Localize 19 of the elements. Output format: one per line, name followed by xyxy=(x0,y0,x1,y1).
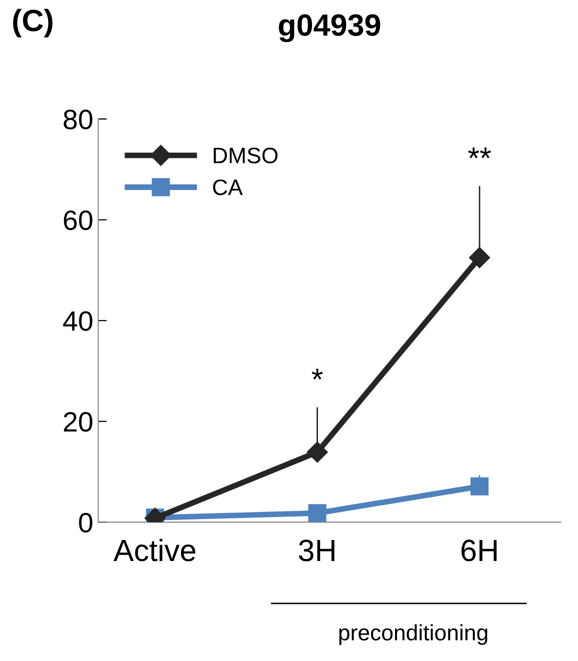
y-tick-label: 80 xyxy=(64,110,92,130)
x-tick-label: 6H xyxy=(462,540,497,562)
text: preconditioning xyxy=(339,624,488,645)
text: (C) xyxy=(13,8,52,38)
x-tick-label: 3H xyxy=(298,540,334,562)
chart-title: g04939 xyxy=(278,14,380,42)
y-tick-label: 60 xyxy=(64,210,92,230)
point xyxy=(306,442,328,463)
point xyxy=(469,247,490,268)
y-tick-label: 0 xyxy=(79,512,92,533)
y-tick-label: 20 xyxy=(64,412,92,432)
legend-label: CA xyxy=(213,179,243,196)
y-tick-label: 40 xyxy=(63,311,92,331)
legend-label: DMSO xyxy=(214,148,278,164)
annotation: * xyxy=(312,368,323,380)
x-tick-label: Active xyxy=(114,538,196,562)
point xyxy=(308,504,326,522)
annotation: ** xyxy=(468,148,491,158)
point xyxy=(470,477,489,496)
